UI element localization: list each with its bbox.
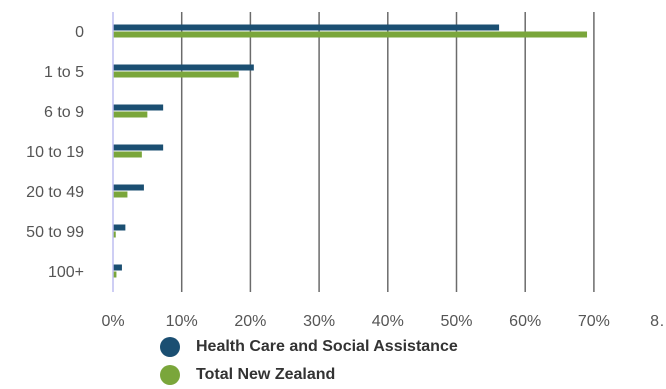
legend-item-total-nz: Total New Zealand — [160, 361, 458, 389]
category-label: 100+ — [48, 264, 84, 281]
bar — [113, 151, 142, 158]
category-label: 0 — [75, 24, 84, 41]
x-tick-label: 30% — [303, 313, 335, 330]
bar — [113, 144, 164, 151]
bar — [113, 191, 128, 198]
bar — [113, 271, 117, 278]
category-labels: 0 1 to 5 6 to 9 10 to 19 20 to 49 50 to 99 100… — [26, 24, 84, 281]
x-tick-label: 40% — [372, 313, 404, 330]
x-tick-label: 0% — [101, 313, 124, 330]
bar — [113, 31, 588, 38]
legend-swatch-health-care — [160, 337, 180, 357]
category-label: 6 to 9 — [44, 104, 84, 121]
x-tick-labels: 0% 10% 20% 30% 40% 50% 60% 70% 8… — [101, 313, 666, 330]
bar — [113, 111, 148, 118]
x-tick-label: 60% — [509, 313, 541, 330]
category-label: 10 to 19 — [26, 144, 84, 161]
legend-item-health-care: Health Care and Social Assistance — [160, 333, 458, 361]
category-label: 50 to 99 — [26, 224, 84, 241]
legend-label-total-nz: Total New Zealand — [196, 366, 336, 383]
bar — [113, 264, 122, 271]
bar — [113, 24, 500, 31]
bar — [113, 104, 164, 111]
bar — [113, 231, 116, 238]
bars — [113, 24, 588, 278]
x-tick-label: 70% — [578, 313, 610, 330]
x-tick-label: 20% — [234, 313, 266, 330]
bar — [113, 184, 144, 191]
x-tick-label: 50% — [440, 313, 472, 330]
category-label: 20 to 49 — [26, 184, 84, 201]
category-label: 1 to 5 — [44, 64, 84, 81]
bar — [113, 71, 239, 78]
legend-label-health-care: Health Care and Social Assistance — [196, 338, 458, 355]
x-tick-label: 8… — [650, 313, 666, 330]
legend: Health Care and Social Assistance Total … — [160, 333, 458, 389]
bar — [113, 224, 126, 231]
x-tick-label: 10% — [166, 313, 198, 330]
gridlines — [180, 12, 595, 292]
bar — [113, 64, 254, 71]
legend-swatch-total-nz — [160, 365, 180, 385]
